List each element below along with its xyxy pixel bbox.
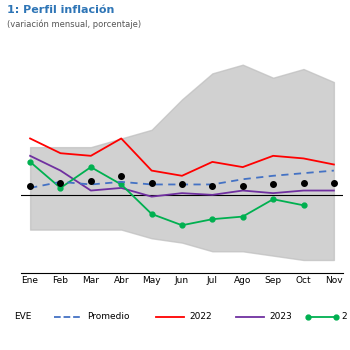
Point (331, 180, 337, 186)
Point (118, 173, 124, 178)
Point (149, 180, 154, 186)
Point (210, 183, 215, 189)
Text: Promedio: Promedio (88, 312, 130, 321)
Text: (variación mensual, porcentaje): (variación mensual, porcentaje) (7, 19, 141, 29)
Point (27, 183, 33, 189)
Text: 2022: 2022 (189, 312, 212, 321)
Text: 2: 2 (341, 312, 347, 321)
Point (270, 182, 276, 187)
Point (301, 180, 306, 186)
Text: 2023: 2023 (270, 312, 292, 321)
Point (58, 180, 63, 186)
Point (88, 178, 94, 184)
Text: 1: Perfil inflación: 1: Perfil inflación (7, 5, 114, 15)
Point (179, 182, 185, 187)
Text: EVE: EVE (14, 312, 32, 321)
Point (240, 183, 246, 189)
